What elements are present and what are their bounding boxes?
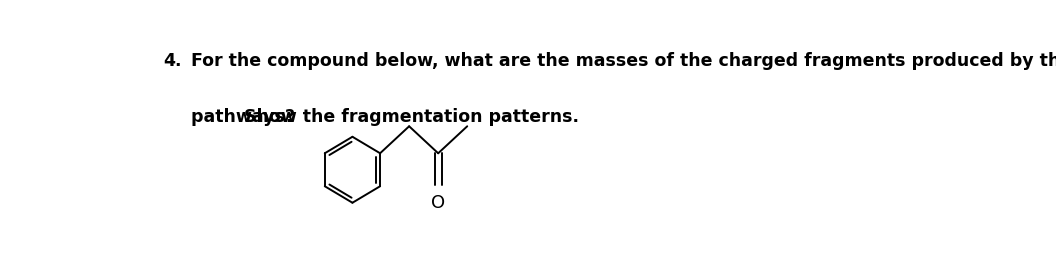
- Text: Show the fragmentation patterns.: Show the fragmentation patterns.: [244, 108, 579, 126]
- Text: 4.: 4.: [163, 52, 182, 70]
- Text: For the compound below, what are the masses of the charged fragments produced by: For the compound below, what are the mas…: [191, 52, 1056, 70]
- Text: O: O: [431, 194, 446, 212]
- Text: pathways?: pathways?: [191, 108, 301, 126]
